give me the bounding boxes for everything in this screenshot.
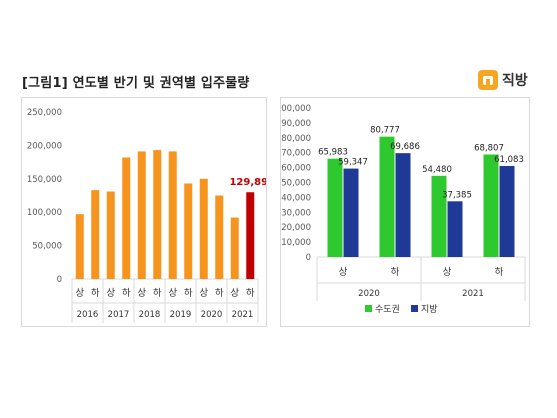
- year-group-label: 2021: [232, 310, 254, 320]
- y-tick-label: 40,000: [281, 193, 311, 203]
- y-tick-label: 150,000: [27, 175, 62, 185]
- left-chart-panel: 0 50,000 100,000 150,000 200,000 250,000 상 하 상 하 상…: [21, 97, 275, 327]
- data-label: 54,480: [422, 165, 452, 175]
- bar: [327, 158, 343, 257]
- bar: [106, 191, 115, 279]
- x-tick-label: 하: [495, 266, 504, 278]
- x-tick-label: 상: [137, 288, 146, 299]
- bar: [75, 214, 84, 279]
- legend-label: 지방: [421, 304, 438, 315]
- y-tick-label: 0: [57, 275, 62, 285]
- data-label: 80,777: [370, 126, 400, 136]
- bar: [395, 153, 411, 257]
- bar: [447, 201, 463, 257]
- x-tick-label: 하: [122, 287, 131, 299]
- bar: [431, 175, 447, 257]
- y-tick-label: 60,000: [281, 164, 311, 174]
- legend-label: 수도권: [375, 303, 400, 315]
- x-tick-label: 하: [91, 287, 100, 299]
- y-tick-label: 70,000: [281, 149, 311, 159]
- y-tick-label: 20,000: [281, 223, 311, 233]
- bar: [230, 217, 239, 279]
- y-tick-label: 250,000: [27, 108, 62, 118]
- data-label: 37,385: [442, 190, 472, 200]
- bar: [184, 183, 193, 279]
- y-tick-label: 50,000: [281, 179, 311, 189]
- brand-name: 직방: [502, 73, 528, 89]
- x-tick-label: 하: [246, 287, 255, 299]
- region-supply-chart: 0 10,000 20,000 30,000 40,000 50,000 60,000 70,…: [276, 104, 526, 315]
- x-tick-label: 상: [75, 288, 84, 299]
- year-group-label: 2020: [201, 310, 223, 320]
- y-tick-label: 80,000: [281, 134, 311, 144]
- bar: [343, 168, 359, 257]
- data-label: 68,807: [474, 143, 504, 153]
- year-group-label: 2019: [170, 310, 192, 320]
- highlight-data-label: 129,890: [229, 177, 266, 188]
- x-tick-label: 하: [184, 287, 193, 299]
- bar: [246, 192, 255, 279]
- bar: [91, 190, 100, 279]
- data-label: 59,347: [338, 158, 368, 168]
- y-tick-label: 90,000: [281, 119, 311, 129]
- x-tick-label: 상: [230, 288, 239, 299]
- y-tick-label: 10,000: [281, 238, 311, 248]
- y-tick-label: 100,000: [27, 208, 62, 218]
- data-label: 61,083: [494, 155, 524, 165]
- data-label: 65,983: [318, 148, 348, 158]
- bar: [379, 136, 395, 257]
- bar: [168, 151, 177, 279]
- bar: [199, 178, 208, 279]
- year-group-label: 2021: [462, 289, 484, 299]
- data-label: 69,686: [390, 142, 420, 152]
- x-tick-label: 상: [443, 267, 452, 278]
- year-group-label: 2016: [77, 310, 99, 320]
- x-tick-label: 하: [153, 287, 162, 299]
- bar: [153, 150, 162, 279]
- legend-swatch: [365, 305, 372, 312]
- legend-swatch: [411, 305, 418, 312]
- brand-logo: 직방: [478, 70, 528, 90]
- bar: [215, 195, 224, 279]
- bar: [499, 165, 515, 257]
- bar: [483, 154, 499, 257]
- x-tick-label: 상: [339, 267, 348, 278]
- x-tick-label: 상: [199, 288, 208, 299]
- y-tick-label: 30,000: [281, 208, 311, 218]
- y-tick-label: 200,000: [27, 141, 62, 151]
- house-icon: [478, 70, 498, 90]
- y-tick-label: 100,000: [281, 104, 311, 114]
- x-tick-label: 상: [168, 288, 177, 299]
- bar: [137, 151, 146, 279]
- x-tick-label: 하: [215, 287, 224, 299]
- x-tick-label: 상: [106, 288, 115, 299]
- year-group-label: 2017: [108, 310, 130, 320]
- bar: [122, 157, 131, 279]
- year-group-label: 2018: [139, 310, 161, 320]
- y-tick-label: 50,000: [32, 242, 62, 252]
- year-group-label: 2020: [358, 289, 380, 299]
- x-tick-label: 하: [391, 266, 400, 278]
- right-chart-panel: 0 10,000 20,000 30,000 40,000 50,000 60,000 70,…: [276, 97, 530, 327]
- y-tick-label: 0: [306, 253, 311, 263]
- figure-title: [그림1] 연도별 반기 및 권역별 입주물량: [22, 76, 250, 91]
